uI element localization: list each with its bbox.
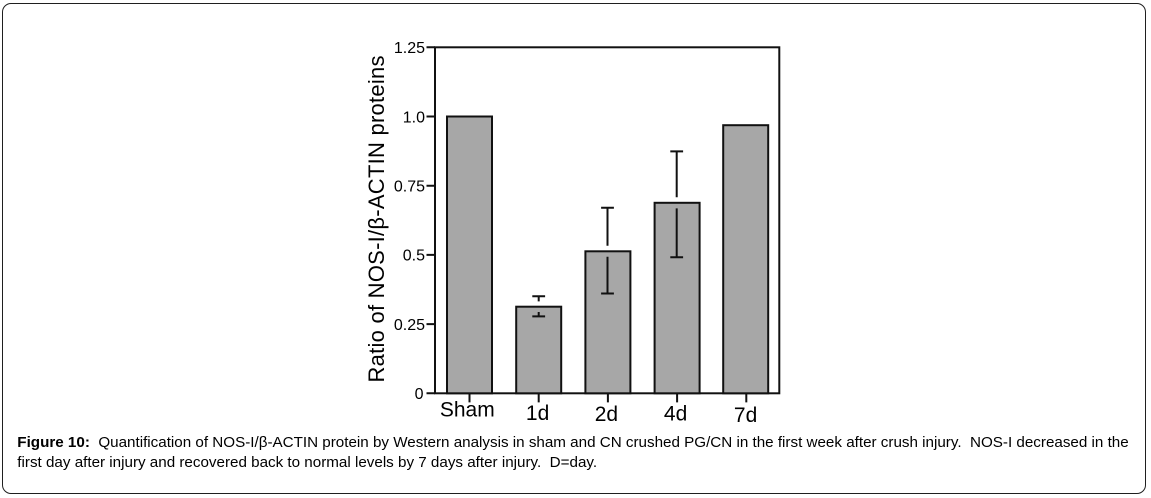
svg-text:Sham: Sham [440, 398, 495, 421]
svg-text:Ratio of NOS-I/β-ACTIN protein: Ratio of NOS-I/β-ACTIN proteins [364, 55, 389, 382]
svg-text:0.5: 0.5 [403, 248, 425, 265]
svg-text:1.0: 1.0 [403, 109, 425, 126]
svg-text:0.25: 0.25 [394, 317, 425, 334]
svg-text:0: 0 [415, 386, 424, 403]
svg-text:4d: 4d [664, 402, 687, 425]
svg-text:0.75: 0.75 [394, 179, 425, 196]
svg-text:1.25: 1.25 [394, 40, 425, 57]
svg-text:1d: 1d [526, 402, 549, 425]
svg-text:7d: 7d [734, 404, 757, 427]
svg-text:2d: 2d [595, 403, 618, 426]
